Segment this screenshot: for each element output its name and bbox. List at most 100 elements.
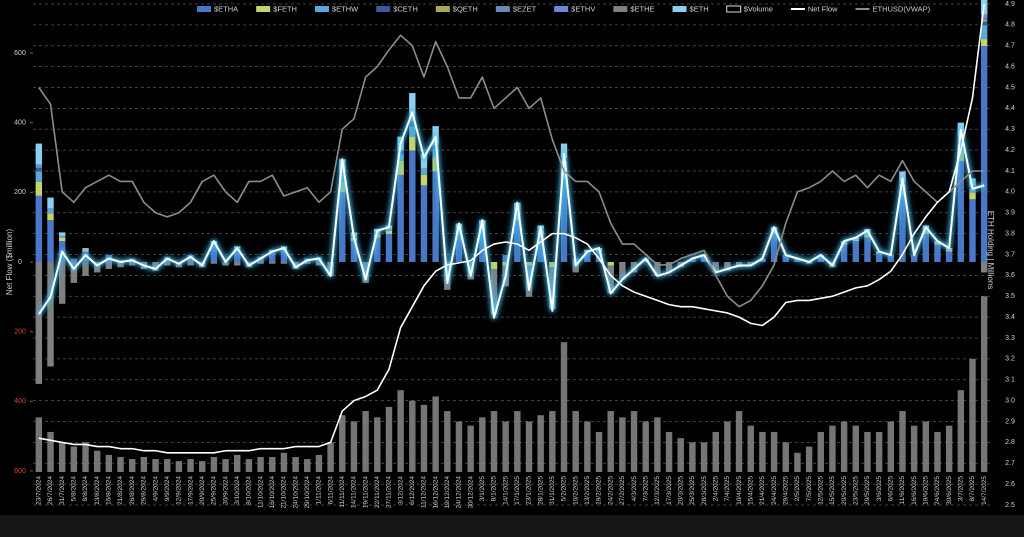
flow-bar — [712, 262, 719, 273]
x-tick-label: 29/5/2025 — [864, 476, 871, 505]
x-tick-label: 14/1/2025 — [502, 476, 509, 505]
flow-bar — [269, 262, 276, 264]
x-tick-label: 12/9/2024 — [176, 476, 183, 505]
y2-axis-title: ETH Holding | Millions — [986, 211, 995, 290]
flow-bar — [210, 262, 218, 264]
x-tick-label: 28/1/2025 — [537, 476, 544, 505]
flow-bar — [409, 126, 416, 137]
flow-bar — [35, 167, 43, 172]
x-tick-label: 3/6/2025 — [876, 476, 883, 502]
flow-bar — [362, 262, 369, 283]
volume-bar — [82, 442, 89, 472]
flow-bar — [864, 234, 871, 238]
volume-bar — [549, 411, 556, 472]
volume-bar — [642, 421, 649, 472]
flow-bar — [549, 262, 556, 268]
flow-bar — [957, 140, 965, 144]
flow-bar — [934, 242, 941, 245]
flow-bar — [397, 150, 404, 155]
legend-swatch — [256, 6, 271, 12]
y2-tick-label: 3.2 — [1005, 356, 1015, 363]
flow-bar — [910, 255, 918, 262]
volume-bar — [362, 411, 369, 472]
flow-bar — [187, 255, 194, 262]
volume-bar — [630, 411, 638, 472]
y2-tick-label: 4.1 — [1005, 168, 1015, 175]
volume-bar — [257, 456, 264, 472]
flow-bar — [864, 237, 871, 262]
flow-bar — [432, 171, 439, 262]
x-tick-label: 17/1/2025 — [514, 476, 521, 505]
y2-tick-label: 3.0 — [1005, 397, 1015, 404]
volume-bar — [479, 417, 486, 472]
x-tick-label: 30/12/2024 — [467, 476, 474, 509]
flow-bar — [105, 262, 113, 269]
flow-bar — [70, 258, 78, 262]
flow-bar — [397, 154, 404, 161]
y2-tick-label: 4.0 — [1005, 189, 1015, 196]
volume-bar — [864, 431, 871, 472]
volume-bar — [560, 342, 568, 472]
legend-swatch — [197, 6, 211, 12]
flow-bar — [852, 239, 859, 242]
flow-bar — [980, 46, 988, 263]
x-tick-label: 29/10/2024 — [304, 476, 311, 509]
flow-bar — [420, 154, 428, 168]
x-tick-label: 10/2/2025 — [572, 476, 579, 505]
volume-bar — [607, 411, 614, 472]
flow-bar — [35, 143, 43, 165]
x-tick-label: 11/10/2024 — [257, 476, 264, 508]
x-tick-label: 21/10/2024 — [281, 476, 288, 509]
volume-bar — [875, 431, 883, 472]
y2-tick-label: 4.5 — [1005, 84, 1015, 91]
legend-label: Net Flow — [808, 4, 838, 13]
x-tick-label: 16/12/2024 — [432, 476, 439, 509]
x-tick-label: 8/7/2025 — [969, 476, 976, 502]
x-tick-label: 4/9/2024 — [152, 476, 159, 502]
flow-bar — [945, 251, 953, 262]
volume-bar — [327, 442, 334, 472]
x-tick-label: 9/9/2024 — [164, 476, 171, 502]
legend-label: $EZET — [513, 4, 537, 13]
flow-bar — [700, 255, 708, 262]
flow-bar — [397, 174, 404, 262]
flow-bar — [969, 178, 976, 186]
flow-bar — [502, 262, 509, 266]
flow-bar — [840, 244, 848, 262]
x-tick-label: 7/5/2025 — [806, 476, 813, 502]
volume-bar — [969, 358, 976, 472]
flow-bar — [70, 262, 78, 283]
x-tick-label: 27/11/2024 — [386, 476, 393, 508]
volume-bar — [525, 421, 533, 472]
flow-bar — [619, 262, 626, 280]
flow-bar — [467, 262, 474, 280]
flow-bar — [315, 262, 323, 266]
flow-bar — [875, 253, 883, 262]
volume-bar — [747, 425, 754, 472]
flow-bar — [210, 242, 218, 245]
flow-bar — [409, 119, 416, 121]
y2-tick-label: 2.6 — [1005, 481, 1015, 488]
flow-bar — [35, 164, 43, 168]
lines — [38, 3, 985, 454]
legend: $ETHA $FETH $ETHW $CETH $QETH $EZET $ETHV $ETHE… — [197, 4, 931, 13]
x-tick-label: 8/8/2024 — [82, 476, 89, 502]
flow-bar — [560, 143, 568, 158]
flow-bar — [117, 262, 124, 268]
flow-bar — [432, 148, 439, 158]
volume-bar — [350, 421, 358, 472]
flow-bar — [759, 258, 766, 262]
flow-bar — [899, 171, 906, 182]
volume-bar — [409, 400, 416, 472]
flow-bar — [479, 227, 486, 231]
volume-bar — [829, 425, 836, 472]
x-tick-label: 22/11/2024 — [374, 476, 381, 508]
flow-bar — [584, 251, 591, 262]
flow-bar — [689, 258, 696, 262]
x-tick-label: 11/12/2024 — [421, 476, 428, 508]
flow-bar — [339, 174, 346, 182]
volume-bar — [444, 411, 451, 472]
x-tick-label: 24/2/2025 — [607, 476, 614, 505]
x-tick-label: 24/12/2024 — [456, 476, 463, 509]
flow-bar — [864, 232, 871, 235]
